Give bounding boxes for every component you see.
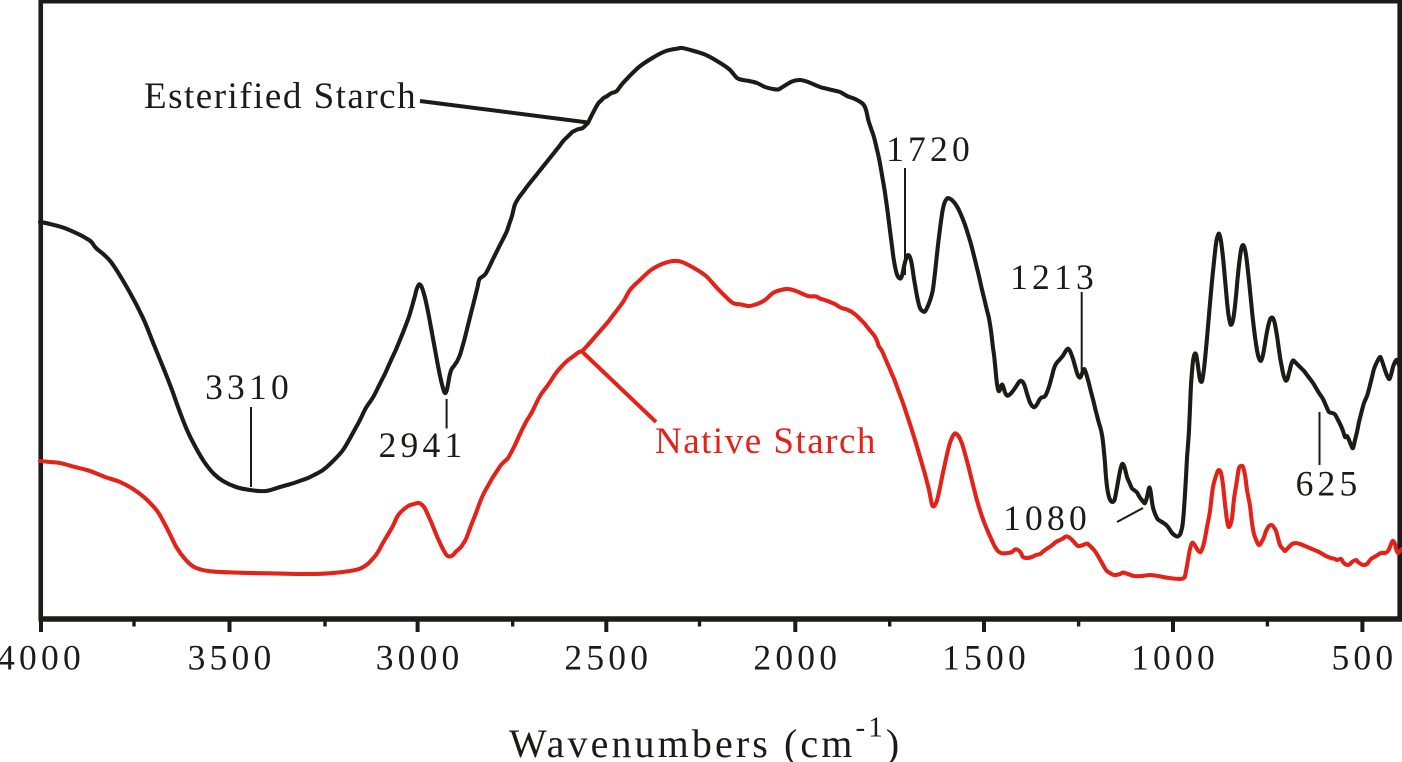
svg-text:3000: 3000 [376, 638, 464, 678]
svg-text:2500: 2500 [564, 638, 652, 678]
svg-text:500: 500 [1331, 638, 1397, 678]
svg-text:2941: 2941 [379, 425, 467, 465]
svg-text:3310: 3310 [205, 367, 293, 407]
svg-text:3500: 3500 [188, 638, 276, 678]
svg-text:1500: 1500 [942, 638, 1030, 678]
svg-text:1000: 1000 [1131, 638, 1219, 678]
svg-text:2000: 2000 [753, 638, 841, 678]
svg-text:1213: 1213 [1010, 257, 1098, 297]
svg-text:4000: 4000 [0, 638, 85, 678]
svg-text:1080: 1080 [1003, 498, 1091, 538]
svg-text:Esterified Starch: Esterified Starch [144, 76, 417, 117]
svg-text:625: 625 [1296, 464, 1362, 504]
svg-text:Native Starch: Native Starch [655, 421, 877, 462]
svg-text:1720: 1720 [886, 129, 974, 169]
